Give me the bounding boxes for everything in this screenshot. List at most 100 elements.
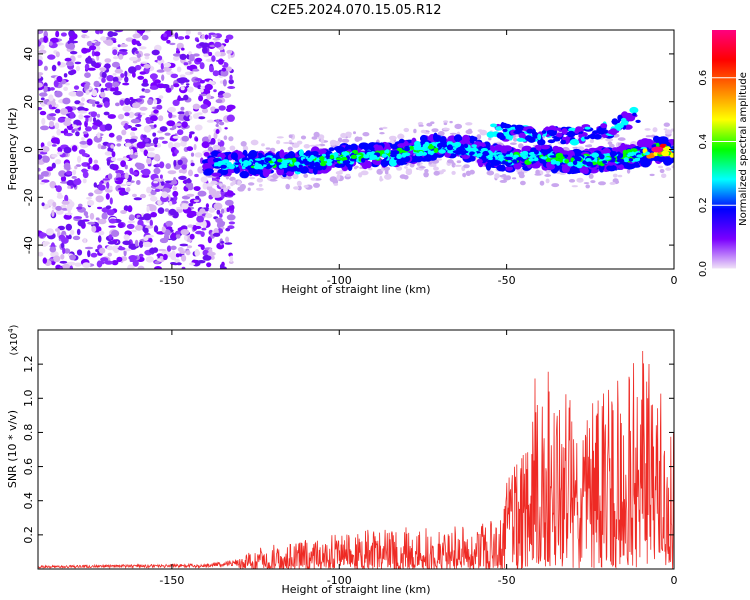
noise-speck bbox=[134, 152, 138, 155]
track-core-speck bbox=[396, 154, 402, 159]
noise-speck bbox=[205, 84, 213, 90]
track-halo-speck bbox=[540, 181, 545, 186]
noise-speck bbox=[169, 209, 177, 215]
noise-speck bbox=[125, 143, 132, 147]
track-core-speck bbox=[266, 166, 272, 170]
track-core-speck bbox=[597, 161, 603, 165]
noise-speck bbox=[172, 250, 176, 256]
track-halo-speck bbox=[665, 167, 671, 171]
noise-speck bbox=[62, 98, 70, 105]
noise-speck bbox=[192, 69, 199, 72]
noise-speck bbox=[132, 72, 136, 78]
noise-speck bbox=[180, 244, 189, 247]
track-core-speck bbox=[469, 148, 474, 151]
track-halo-speck bbox=[303, 174, 308, 178]
track-halo-speck bbox=[465, 122, 472, 125]
noise-speck bbox=[56, 51, 60, 57]
noise-speck bbox=[214, 42, 222, 48]
track-core-speck bbox=[573, 160, 577, 165]
noise-speck bbox=[167, 120, 176, 126]
noise-speck bbox=[118, 54, 123, 60]
track-core-speck bbox=[220, 165, 227, 169]
track-halo-speck bbox=[434, 171, 440, 176]
track-core-speck bbox=[616, 159, 624, 163]
noise-speck bbox=[182, 121, 188, 128]
noise-speck bbox=[110, 144, 114, 148]
noise-speck bbox=[145, 235, 154, 238]
noise-speck bbox=[121, 130, 126, 136]
track-halo-speck bbox=[457, 160, 462, 163]
snr-y-label: SNR (10 * v/v) bbox=[6, 410, 19, 488]
noise-speck bbox=[129, 214, 134, 220]
secondary-track-speck bbox=[513, 131, 519, 134]
track-core-speck bbox=[279, 164, 283, 168]
track-halo-speck bbox=[462, 173, 466, 177]
track-halo-speck bbox=[384, 174, 392, 180]
track-halo-speck bbox=[518, 172, 525, 176]
track-speck bbox=[486, 162, 491, 171]
noise-speck bbox=[83, 131, 88, 134]
noise-speck bbox=[224, 127, 227, 129]
track-core-speck bbox=[489, 157, 493, 160]
noise-speck bbox=[124, 112, 129, 116]
noise-speck bbox=[200, 62, 205, 69]
noise-speck bbox=[74, 166, 77, 170]
track-halo-speck bbox=[585, 184, 590, 188]
noise-speck bbox=[70, 230, 74, 235]
track-core-speck bbox=[314, 162, 320, 167]
noise-speck bbox=[169, 201, 173, 206]
noise-speck bbox=[189, 54, 195, 61]
noise-speck bbox=[122, 192, 129, 195]
track-speck bbox=[329, 147, 335, 151]
track-speck bbox=[477, 159, 483, 164]
noise-speck bbox=[87, 163, 90, 165]
noise-speck bbox=[57, 61, 60, 65]
noise-speck bbox=[215, 218, 223, 223]
track-halo-speck bbox=[330, 176, 337, 182]
noise-speck bbox=[77, 229, 81, 235]
track-halo-speck bbox=[576, 178, 583, 183]
noise-speck bbox=[162, 226, 166, 233]
track-halo-speck bbox=[590, 180, 595, 183]
noise-speck bbox=[40, 111, 46, 115]
track-halo-speck bbox=[664, 123, 670, 127]
noise-speck bbox=[52, 65, 57, 71]
track-speck bbox=[621, 145, 632, 149]
noise-speck bbox=[114, 248, 119, 253]
noise-speck bbox=[150, 115, 158, 121]
noise-speck bbox=[171, 85, 174, 90]
track-halo-speck bbox=[423, 172, 429, 178]
noise-speck bbox=[50, 87, 55, 91]
track-core-speck bbox=[246, 161, 252, 166]
noise-speck bbox=[38, 252, 44, 257]
noise-speck bbox=[92, 227, 96, 232]
track-core-speck bbox=[346, 152, 350, 155]
secondary-track-speck bbox=[549, 130, 556, 136]
track-halo-speck bbox=[520, 181, 526, 186]
noise-speck bbox=[172, 263, 179, 265]
track-core-speck bbox=[428, 150, 432, 154]
noise-speck bbox=[115, 69, 123, 74]
noise-speck bbox=[66, 204, 72, 211]
noise-speck bbox=[42, 156, 50, 163]
noise-speck bbox=[201, 176, 208, 182]
noise-speck bbox=[196, 216, 204, 223]
noise-speck bbox=[90, 213, 94, 220]
track-halo-speck bbox=[219, 183, 222, 186]
noise-speck bbox=[225, 242, 233, 245]
noise-speck bbox=[68, 235, 72, 240]
y-tick-label: 40 bbox=[22, 47, 35, 61]
noise-speck bbox=[42, 202, 45, 206]
noise-speck bbox=[92, 122, 100, 125]
noise-speck bbox=[179, 169, 183, 173]
noise-speck bbox=[195, 251, 201, 256]
noise-speck bbox=[60, 108, 68, 115]
noise-speck bbox=[86, 197, 92, 200]
noise-speck bbox=[199, 42, 206, 46]
noise-speck bbox=[116, 177, 124, 181]
noise-speck bbox=[108, 234, 112, 239]
noise-speck bbox=[112, 151, 116, 157]
secondary-track-speck bbox=[635, 120, 640, 123]
noise-speck bbox=[184, 235, 188, 241]
track-speck bbox=[497, 165, 506, 172]
